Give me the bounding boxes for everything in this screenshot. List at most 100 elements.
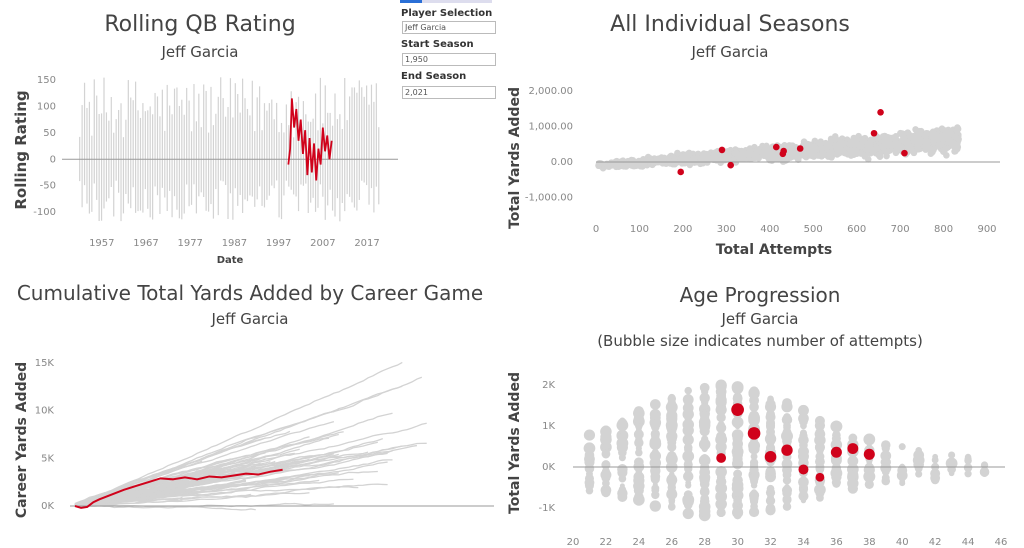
age-background-point — [619, 452, 626, 459]
seasons-point — [780, 147, 787, 155]
age-background-point — [667, 442, 677, 452]
age-x-tick: 36 — [830, 537, 843, 548]
age-background-point — [782, 428, 792, 438]
seasons-background-point — [605, 163, 613, 170]
age-background-point — [651, 422, 660, 432]
cumulative-y-tick: 10K — [35, 406, 55, 417]
age-background-point — [618, 432, 626, 440]
age-background-point — [683, 490, 693, 499]
age-background-point — [766, 415, 775, 424]
age-subtitle: Jeff Garcia — [721, 310, 799, 328]
age-background-point — [750, 506, 758, 514]
seasons-background-point — [818, 145, 825, 152]
cumulative-background-lines — [74, 361, 427, 511]
age-x-tick: 40 — [896, 537, 909, 548]
seasons-x-tick: 800 — [934, 224, 953, 235]
age-background-point — [800, 411, 807, 418]
age-background-point — [633, 480, 645, 492]
seasons-background-point — [841, 149, 848, 157]
seasons-background-point — [710, 151, 718, 159]
age-background-point — [668, 503, 676, 511]
age-x-tick: 34 — [797, 537, 810, 548]
age-background-point — [817, 451, 823, 458]
age-background-point — [633, 472, 644, 483]
age-x-tick: 32 — [764, 537, 777, 548]
seasons-point — [772, 143, 780, 151]
seasons-background-point — [847, 152, 855, 159]
seasons-background-point — [677, 155, 685, 163]
rolling-background-lines — [79, 77, 380, 222]
seasons-background-point — [859, 137, 867, 145]
age-background-point — [749, 472, 759, 483]
age-background-point — [683, 443, 693, 452]
end-season-input[interactable]: 2,021 — [402, 86, 496, 99]
age-background-point — [668, 499, 675, 506]
seasons-background-point — [892, 132, 900, 140]
age-point — [798, 464, 809, 475]
player-selection-input[interactable]: Jeff Garcia — [402, 21, 496, 34]
age-background-point — [649, 457, 662, 469]
age-background-point — [586, 445, 593, 452]
age-background-point — [684, 418, 692, 427]
rolling-y-tick: -50 — [40, 181, 56, 192]
age-background-point — [964, 470, 972, 478]
filter-bar — [400, 0, 492, 3]
start-season-label: Start Season — [401, 39, 474, 50]
seasons-background-point — [929, 128, 937, 136]
seasons-background-point — [721, 156, 728, 163]
age-x-tick: 20 — [567, 537, 580, 548]
age-background-point — [684, 437, 693, 446]
age-background-point — [945, 457, 958, 470]
age-background-point — [633, 460, 644, 471]
cumulative-background-line — [74, 479, 281, 506]
age-background-point — [683, 459, 693, 469]
seasons-background-point — [747, 151, 754, 158]
cumulative-subtitle: Jeff Garcia — [211, 310, 289, 328]
seasons-background-point — [953, 127, 961, 134]
seasons-y-tick: -1,000.00 — [525, 193, 573, 204]
age-background-point — [765, 432, 776, 442]
age-background-point — [601, 487, 611, 498]
seasons-y-axis-label: Total Yards Added — [507, 87, 523, 229]
age-background-point — [784, 475, 790, 481]
age-background-point — [750, 453, 758, 460]
age-point — [716, 453, 727, 463]
age-note: (Bubble size indicates number of attempt… — [597, 332, 923, 350]
age-background-point — [948, 451, 956, 459]
rolling-x-tick: 1967 — [133, 238, 158, 249]
start-season-input[interactable]: 1,950 — [402, 53, 496, 66]
seasons-y-tick: 0.00 — [551, 157, 573, 168]
age-background-point — [767, 469, 774, 477]
cumulative-y-tick: 15K — [35, 358, 55, 369]
age-y-tick: 0K — [542, 462, 555, 473]
age-x-tick: 24 — [632, 537, 645, 548]
age-background-point — [748, 410, 760, 421]
rolling-y-tick: -100 — [33, 207, 56, 218]
seasons-background-point — [939, 135, 946, 143]
age-background-point — [749, 490, 760, 501]
age-background-point — [716, 507, 726, 518]
age-title: Age Progression — [679, 283, 841, 307]
age-background-point — [667, 394, 677, 404]
age-background-point — [716, 472, 726, 482]
seasons-point — [901, 149, 908, 157]
seasons-x-tick: 500 — [804, 224, 823, 235]
age-background-point — [881, 444, 890, 453]
age-background-point — [765, 399, 776, 410]
seasons-background-point — [767, 151, 775, 159]
age-background-point — [716, 437, 726, 447]
age-y-axis-label: Total Yards Added — [507, 372, 523, 514]
age-y-tick: 1K — [542, 421, 555, 432]
age-x-tick: 28 — [698, 537, 711, 548]
age-background-point — [649, 436, 662, 448]
age-background-point — [618, 424, 626, 432]
seasons-x-tick: 700 — [891, 224, 910, 235]
age-background-point — [734, 393, 741, 400]
seasons-x-tick: 900 — [977, 224, 996, 235]
age-background-point — [866, 443, 873, 450]
seasons-background-point — [831, 136, 838, 143]
rolling-x-tick: 1987 — [222, 238, 247, 249]
age-background-point — [685, 499, 692, 506]
seasons-x-axis-label: Total Attempts — [716, 242, 832, 258]
cumulative-y-tick: 0K — [41, 501, 54, 512]
